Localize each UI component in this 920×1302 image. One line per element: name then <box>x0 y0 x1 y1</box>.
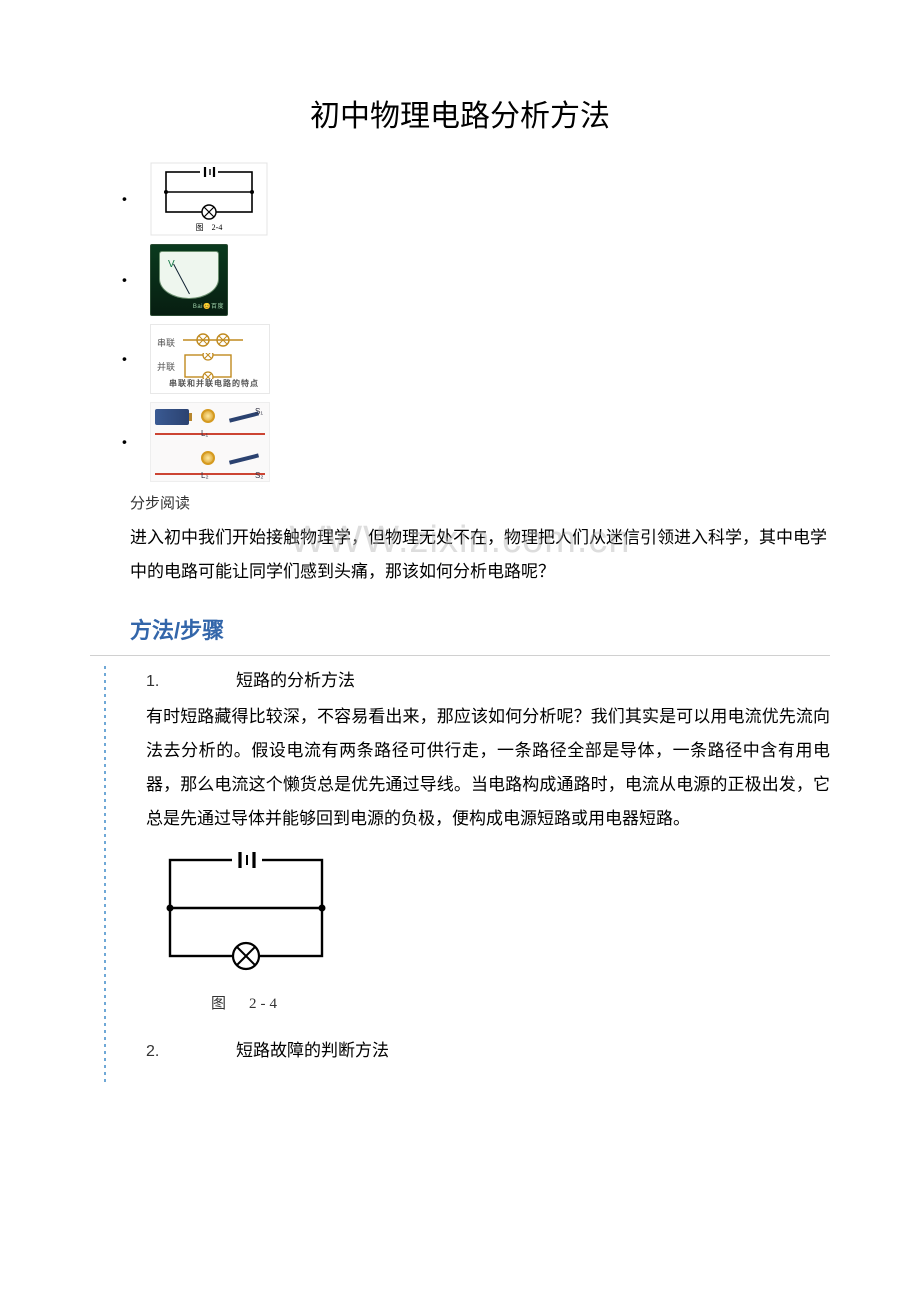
intro-block: 分步阅读 进入初中我们开始接触物理学，但物理无处不在，物理把人们从迷信引领进入科… <box>90 490 830 589</box>
page-title: 初中物理电路分析方法 <box>90 90 830 144</box>
circuit-diagram-icon: 图 2-4 <box>150 162 268 236</box>
step-number: 1. <box>146 668 236 697</box>
steps-wrapper: 1. 短路的分析方法 有时短路藏得比较深，不容易看出来，那应该如何分析呢？我们其… <box>90 666 830 1085</box>
apparatus-icon: S₁ L₁ L₂ S₂ <box>150 402 270 482</box>
voltmeter-icon: V Bai😊百度 <box>150 244 228 316</box>
sub-label: 分步阅读 <box>130 490 830 517</box>
step-text: 有时短路藏得比较深，不容易看出来，那应该如何分析呢？我们其实是可以用电流优先流向… <box>146 700 830 836</box>
label-s1: S₁ <box>255 405 263 419</box>
step-title: 短路的分析方法 <box>236 666 355 697</box>
thumb-item-voltmeter: V Bai😊百度 <box>150 244 830 316</box>
dotted-rail <box>94 666 116 1085</box>
thumbnail-list: 图 2-4 V Bai😊百度 串联 并联 <box>90 162 830 482</box>
thumb-item-apparatus: S₁ L₁ L₂ S₂ <box>150 402 830 482</box>
steps-body: 1. 短路的分析方法 有时短路藏得比较深，不容易看出来，那应该如何分析呢？我们其… <box>116 666 830 1085</box>
section-heading: 方法/步骤 <box>90 611 830 651</box>
thumb-item-series-parallel: 串联 并联 串联和并联电路的特点 <box>150 324 830 394</box>
step-1: 1. 短路的分析方法 有时短路藏得比较深，不容易看出来，那应该如何分析呢？我们其… <box>146 666 830 1019</box>
parallel-label: 并联 <box>157 359 175 375</box>
intro-text: 进入初中我们开始接触物理学，但物理无处不在，物理把人们从迷信引领进入科学，其中电… <box>130 521 830 589</box>
figure-caption: 图 2-4 <box>146 991 346 1018</box>
series-parallel-icon: 串联 并联 串联和并联电路的特点 <box>150 324 270 394</box>
thumb-item-circuit: 图 2-4 <box>150 162 830 236</box>
baidu-badge: Bai😊百度 <box>193 302 224 313</box>
sp-caption: 串联和并联电路的特点 <box>169 377 259 391</box>
step-2: 2. 短路故障的判断方法 <box>146 1036 830 1067</box>
section-divider <box>90 655 830 656</box>
label-s2: S₂ <box>255 469 263 483</box>
label-l1: L₁ <box>201 427 208 441</box>
series-label: 串联 <box>157 335 175 351</box>
step-number: 2. <box>146 1038 236 1067</box>
figure-block: 图 2-4 <box>146 846 830 1018</box>
svg-text:图 2-4: 图 2-4 <box>196 223 223 232</box>
step-title: 短路故障的判断方法 <box>236 1036 389 1067</box>
label-l2: L₂ <box>201 469 209 483</box>
circuit-figure <box>146 846 346 976</box>
